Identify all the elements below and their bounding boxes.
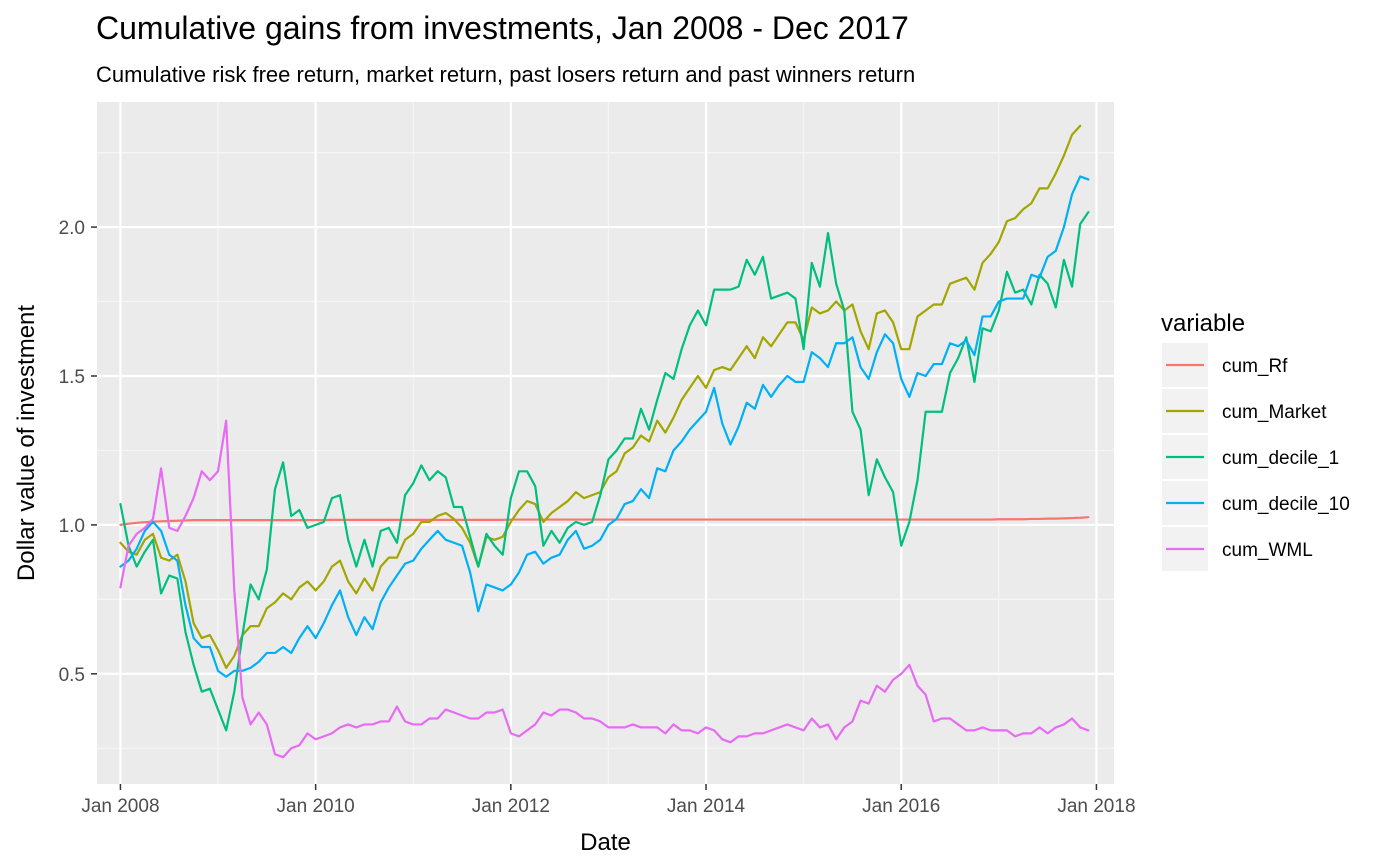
legend-label: cum_Market bbox=[1222, 402, 1327, 423]
series-line-cum-decile-10 bbox=[119, 175, 1090, 678]
legend-label: cum_decile_1 bbox=[1222, 448, 1339, 469]
plot-panel bbox=[97, 102, 1114, 784]
legend-label: cum_WML bbox=[1222, 540, 1313, 561]
series-layer bbox=[119, 124, 1090, 759]
x-axis-title: Date bbox=[580, 829, 631, 856]
series-line-cum-rf bbox=[119, 516, 1090, 527]
x-tick-label: Jan 2012 bbox=[472, 796, 550, 817]
legend-title: variable bbox=[1161, 310, 1245, 337]
axis-ticks bbox=[91, 226, 1098, 790]
x-tick-label: Jan 2016 bbox=[862, 796, 940, 817]
chart-title: Cumulative gains from investments, Jan 2… bbox=[96, 10, 909, 46]
legend-label: cum_decile_10 bbox=[1222, 494, 1350, 515]
y-tick-label: 0.5 bbox=[59, 665, 85, 686]
x-tick-label: Jan 2010 bbox=[277, 796, 355, 817]
x-tick-label: Jan 2008 bbox=[81, 796, 159, 817]
grid-major bbox=[97, 102, 1114, 784]
axis-labels: Jan 2008 Jan 2010 Jan 2012 Jan 2014 Jan 2016… bbox=[59, 218, 1136, 817]
chart-subtitle: Cumulative risk free return, market retu… bbox=[96, 62, 916, 87]
legend-label: cum_Rf bbox=[1222, 356, 1288, 377]
x-tick-label: Jan 2014 bbox=[667, 796, 746, 817]
y-tick-label: 1.0 bbox=[59, 516, 85, 537]
series-line-cum-wml bbox=[119, 419, 1090, 759]
grid-minor bbox=[97, 102, 1114, 784]
series-line-cum-decile-1 bbox=[119, 211, 1090, 732]
y-tick-label: 1.5 bbox=[59, 367, 85, 388]
y-axis-title: Dollar value of investment bbox=[13, 305, 40, 581]
legend: variable cum_Rf cum_Market cum_decile_1cum… bbox=[1161, 310, 1350, 571]
y-tick-label: 2.0 bbox=[59, 218, 85, 239]
x-tick-label: Jan 2018 bbox=[1057, 796, 1135, 817]
